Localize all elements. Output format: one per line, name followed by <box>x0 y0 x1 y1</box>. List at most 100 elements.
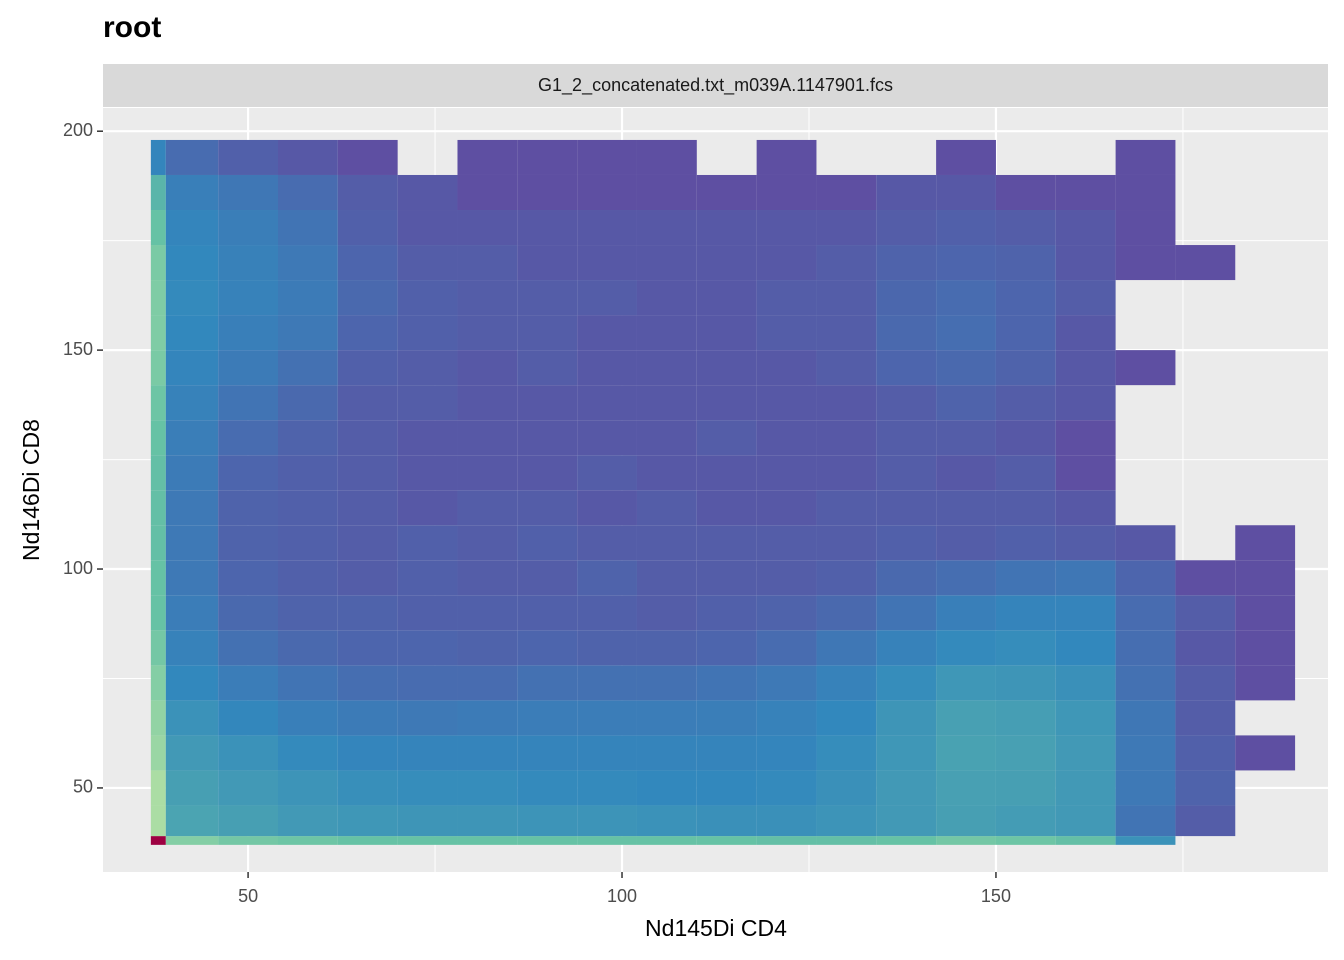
bin <box>816 700 877 736</box>
x-axis-title: Nd145Di CD4 <box>645 915 787 941</box>
bin <box>150 210 166 246</box>
bin <box>1115 770 1176 806</box>
bin <box>936 630 996 666</box>
bin <box>150 595 166 631</box>
bin <box>1115 560 1176 596</box>
bin <box>1115 245 1176 281</box>
bin <box>457 174 518 211</box>
bin <box>218 700 278 736</box>
bin <box>218 385 278 421</box>
bin <box>995 245 1056 281</box>
bin <box>457 455 518 491</box>
bin <box>337 630 398 666</box>
bin <box>278 245 338 281</box>
bin <box>816 560 877 596</box>
bin <box>995 770 1056 806</box>
bin <box>278 455 338 491</box>
bin <box>218 315 278 351</box>
bin <box>876 770 937 806</box>
bin <box>636 174 697 211</box>
bin <box>995 836 1056 845</box>
bin <box>816 836 877 845</box>
bin <box>577 735 637 771</box>
bin <box>517 139 578 175</box>
bin <box>150 315 166 351</box>
bin <box>517 735 578 771</box>
bin <box>696 315 757 351</box>
bin <box>337 735 398 771</box>
bin <box>577 174 637 211</box>
bin <box>397 836 458 845</box>
bin <box>636 420 697 456</box>
bin <box>150 174 166 211</box>
bin <box>816 630 877 666</box>
bin <box>1115 595 1176 631</box>
bin <box>218 210 278 246</box>
bin <box>995 700 1056 736</box>
bin <box>696 420 757 456</box>
bin <box>756 490 817 526</box>
bin <box>696 700 757 736</box>
bin <box>337 525 398 561</box>
bin <box>1115 665 1176 701</box>
bin <box>1115 735 1176 771</box>
bin <box>696 560 757 596</box>
x-tick-label: 100 <box>607 886 637 906</box>
bin <box>876 665 937 701</box>
bin <box>457 490 518 526</box>
bin <box>278 420 338 456</box>
y-tick-label: 200 <box>63 120 93 140</box>
bin <box>1055 455 1116 491</box>
bin <box>1235 665 1296 701</box>
x-tick-label: 50 <box>238 886 258 906</box>
bins <box>150 139 1296 845</box>
bin <box>517 280 578 316</box>
bin <box>756 420 817 456</box>
bin <box>876 420 937 456</box>
bin <box>756 805 817 837</box>
bin <box>278 595 338 631</box>
bin <box>1055 245 1116 281</box>
bin <box>457 630 518 666</box>
bin <box>1055 315 1116 351</box>
bin <box>995 420 1056 456</box>
bin <box>150 245 166 281</box>
bin <box>1175 735 1236 771</box>
bin <box>337 805 398 837</box>
bin <box>756 315 817 351</box>
bin <box>397 805 458 837</box>
bin <box>936 735 996 771</box>
bin <box>165 836 219 845</box>
bin <box>218 595 278 631</box>
bin <box>577 420 637 456</box>
bin <box>150 455 166 491</box>
bin <box>1055 700 1116 736</box>
bin <box>337 770 398 806</box>
bin <box>397 560 458 596</box>
bin <box>457 836 518 845</box>
bin <box>150 805 166 837</box>
bin <box>936 280 996 316</box>
bin <box>218 350 278 386</box>
bin <box>636 735 697 771</box>
bin <box>577 210 637 246</box>
bin <box>816 280 877 316</box>
bin <box>1175 560 1236 596</box>
bin <box>457 385 518 421</box>
bin <box>397 630 458 666</box>
bin <box>150 350 166 386</box>
bin <box>397 700 458 736</box>
bin <box>517 525 578 561</box>
bin <box>936 385 996 421</box>
bin <box>1175 770 1236 806</box>
bin <box>165 560 219 596</box>
bin <box>517 805 578 837</box>
bin <box>936 665 996 701</box>
bin <box>995 315 1056 351</box>
bin <box>876 525 937 561</box>
bin <box>150 525 166 561</box>
facet-strip <box>103 64 1328 107</box>
bin <box>1115 210 1176 246</box>
bin <box>1055 174 1116 211</box>
bin <box>1175 630 1236 666</box>
